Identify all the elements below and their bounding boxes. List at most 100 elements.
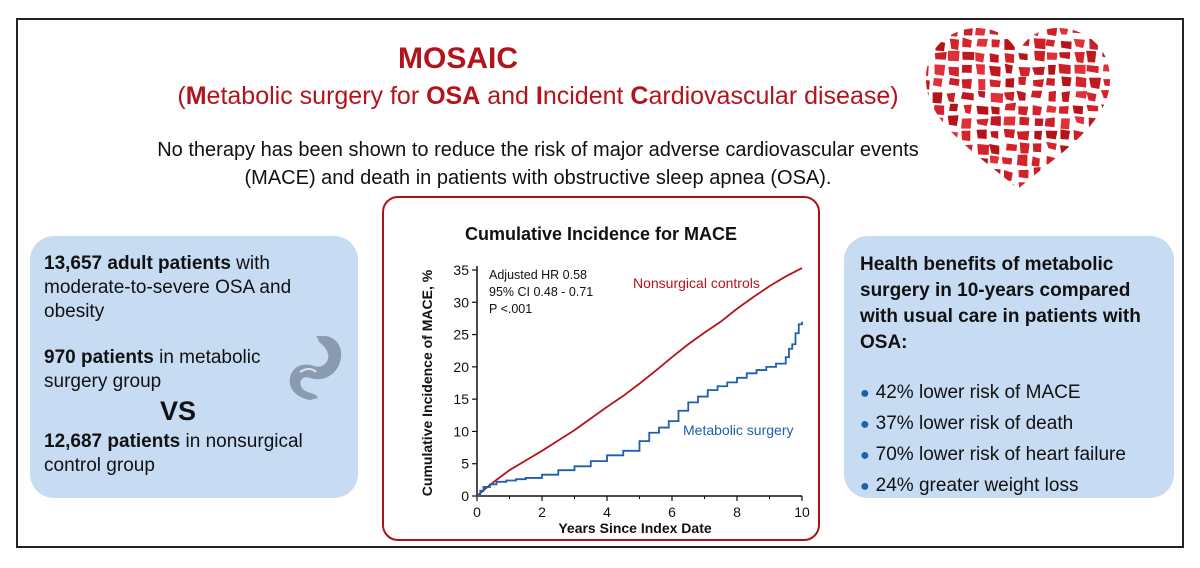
heart-tile [1019, 142, 1030, 154]
heart-tile [1072, 105, 1084, 115]
heart-tile [989, 53, 999, 63]
subtitle-part: C [630, 82, 649, 110]
benefits-heading: Health benefits of metabolic surgery in … [860, 254, 1141, 353]
heart-tile [1034, 50, 1046, 62]
heart-tile [975, 28, 986, 36]
x-tick-label: 6 [668, 504, 676, 520]
heart-tile [990, 92, 1004, 104]
control-group-desc: in nonsurgical control group [44, 431, 303, 476]
bullet-icon: ● [860, 478, 870, 495]
heart-tile [1032, 79, 1045, 88]
heart-tile [1061, 76, 1072, 87]
heart-tile [1004, 39, 1016, 50]
benefit-item: ● 24% greater weight loss [860, 471, 1158, 502]
heart-tile [947, 115, 959, 127]
heart-tile [1101, 182, 1110, 189]
heart-tile [934, 51, 947, 60]
heart-tile [990, 131, 999, 139]
benefits-panel: Health benefits of metabolic surgery in … [844, 236, 1174, 498]
page-subtitle: (Metabolic surgery for OSA and Incident … [18, 82, 1058, 111]
heart-mosaic-icon [926, 28, 1118, 194]
subtitle-part: ncident [542, 82, 631, 110]
heart-tile [975, 52, 985, 63]
heart-tile [989, 65, 1001, 77]
surgery-group-count: 970 patients [44, 347, 154, 368]
intro-line-1: No therapy has been shown to reduce the … [157, 139, 919, 161]
heart-tile [1019, 37, 1030, 47]
heart-tile [1003, 116, 1016, 126]
heart-tile [1004, 28, 1014, 35]
heart-tile [1088, 141, 1099, 150]
heart-tile [990, 182, 1004, 189]
surgery-group-text: 970 patients in metabolic surgery group [44, 346, 264, 394]
heart-tile [934, 64, 946, 76]
heart-tile [1073, 170, 1084, 178]
control-group-count: 12,687 patients [44, 431, 181, 452]
heart-tile [976, 118, 989, 126]
heart-tile [1072, 28, 1084, 34]
heart-tile [946, 92, 956, 103]
heart-tile [1116, 130, 1118, 140]
surgery-group-desc: in metabolic surgery group [44, 347, 261, 392]
heart-tile [1058, 106, 1069, 114]
heart-tile [1086, 64, 1099, 74]
x-axis-label: Years Since Index Date [558, 520, 712, 536]
total-patients-desc: with moderate-to-severe OSA and obesity [44, 253, 292, 322]
subtitle-part: ardiovascular disease) [648, 82, 899, 110]
heart-tile [1074, 64, 1086, 74]
heart-tile [1103, 39, 1110, 48]
heart-tile [926, 51, 929, 62]
heart-tile [926, 92, 929, 102]
heart-tile [1072, 155, 1085, 165]
subtitle-part: ( [177, 82, 186, 110]
stomach-icon [289, 336, 342, 400]
benefit-item: ● 37% lower risk of death [860, 409, 1158, 440]
heart-tile [1019, 116, 1030, 126]
heart-tile [977, 90, 986, 98]
heart-tile [1115, 193, 1118, 194]
series-line-nonsurgical [476, 267, 803, 497]
heart-tile [1032, 183, 1041, 189]
heart-tile [1018, 106, 1029, 116]
y-tick-label: 35 [453, 262, 469, 278]
heart-tile [1018, 67, 1031, 77]
heart-tile [1117, 142, 1118, 151]
heart-tile [1004, 102, 1017, 111]
heart-tile [1003, 169, 1013, 182]
heart-tile [1102, 156, 1110, 168]
heart-tile [950, 28, 959, 37]
heart-tile [962, 51, 975, 60]
heart-tile [989, 28, 999, 35]
heart-tile [961, 78, 972, 89]
heart-tile [934, 116, 944, 128]
heart-tile [935, 129, 943, 140]
heart-tile [1101, 129, 1110, 139]
heart-tile [934, 169, 944, 179]
heart-tile [1074, 182, 1086, 189]
heart-tile [932, 92, 943, 104]
heart-tile [1088, 28, 1099, 33]
heart-tile [935, 143, 943, 153]
heart-tile [976, 169, 986, 180]
heart-tile [977, 144, 990, 155]
heart-tile [1114, 105, 1118, 112]
intro-text: No therapy has been shown to reduce the … [18, 136, 1058, 192]
heart-tile [1048, 168, 1059, 176]
heart-tile [963, 104, 972, 114]
subtitle-part: M [185, 82, 207, 110]
heart-tile [1059, 52, 1071, 60]
heart-tile [1016, 90, 1026, 101]
heart-tile [1044, 117, 1055, 128]
heart-tile [1102, 64, 1110, 72]
heart-tile [1045, 130, 1058, 140]
heart-tile [978, 79, 986, 91]
y-tick-label: 0 [461, 488, 469, 504]
heart-tile [1058, 28, 1069, 35]
heart-tile [926, 115, 931, 127]
heart-tile [1059, 145, 1069, 155]
heart-tile [948, 77, 960, 86]
heart-tile [1045, 39, 1056, 47]
heart-tile [977, 157, 988, 168]
benefits-list: ● 42% lower risk of MACE ● 37% lower risk … [860, 378, 1158, 502]
x-tick-label: 4 [603, 504, 611, 520]
